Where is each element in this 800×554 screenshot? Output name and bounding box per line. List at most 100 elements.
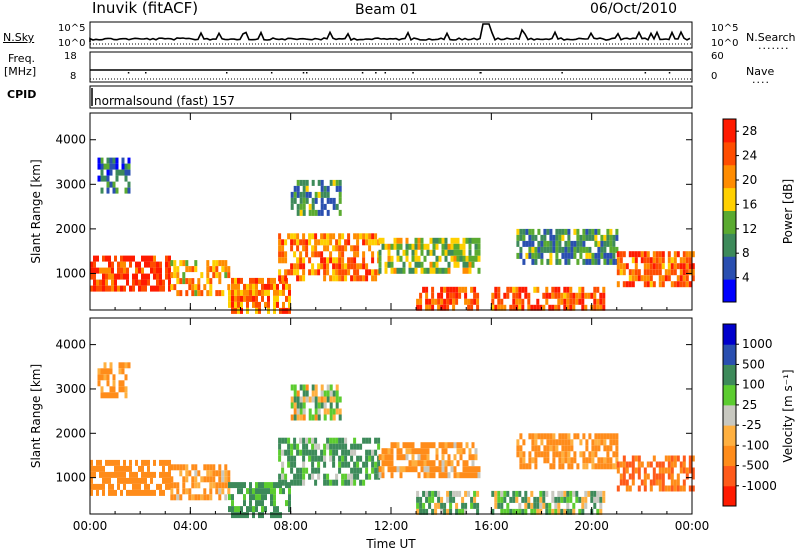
echo-cell xyxy=(153,261,156,268)
colorbar-tick-label: 20 xyxy=(742,173,757,187)
echo-cell xyxy=(290,233,294,240)
echo-cell xyxy=(576,234,580,241)
echo-cell xyxy=(296,390,300,397)
echo-cell xyxy=(432,472,436,479)
echo-cell xyxy=(105,285,108,292)
echo-cell xyxy=(111,261,114,268)
echo-cell xyxy=(441,460,445,467)
echo-cell xyxy=(141,255,144,262)
echo-cell xyxy=(311,209,315,216)
echo-cell xyxy=(597,258,601,265)
echo-cell xyxy=(231,506,234,513)
echo-cell xyxy=(153,471,156,478)
echo-cell xyxy=(473,490,477,497)
echo-cell xyxy=(290,263,294,270)
echo-cell xyxy=(206,266,210,273)
echo-cell xyxy=(124,187,128,194)
echo-cell xyxy=(252,512,255,519)
echo-cell xyxy=(506,502,510,509)
echo-cell xyxy=(188,266,192,273)
echo-cell xyxy=(599,298,603,305)
freq-outlier xyxy=(361,72,364,74)
echo-cell xyxy=(567,451,571,458)
echo-cell xyxy=(255,307,258,314)
echo-cell xyxy=(258,307,261,314)
echo-cell xyxy=(512,496,516,503)
echo-cell xyxy=(557,496,561,503)
echo-cell xyxy=(278,251,282,258)
echo-cell xyxy=(440,298,444,305)
echo-cell xyxy=(468,249,472,256)
echo-cell xyxy=(311,245,315,252)
echo-cell xyxy=(524,286,528,293)
echo-cell xyxy=(539,496,543,503)
echo-cell xyxy=(323,239,327,246)
echo-cell xyxy=(284,269,288,276)
echo-cell xyxy=(566,508,570,515)
echo-cell xyxy=(371,467,375,474)
echo-cell xyxy=(528,451,532,458)
echo-cell xyxy=(299,209,303,216)
echo-cell xyxy=(93,273,96,280)
echo-cell xyxy=(435,255,439,262)
echo-cell xyxy=(567,258,571,265)
echo-cell xyxy=(258,488,261,495)
echo-cell xyxy=(458,286,462,293)
echo-cell xyxy=(564,252,568,259)
nsearch-dots: ....... xyxy=(758,39,790,52)
echo-cell xyxy=(288,488,291,495)
echo-cell xyxy=(374,461,378,468)
colorbar-segment xyxy=(723,445,736,467)
echo-cell xyxy=(231,277,234,284)
echo-cell xyxy=(296,179,300,186)
echo-cell xyxy=(670,479,674,486)
echo-cell xyxy=(609,463,613,470)
echo-cell xyxy=(688,455,692,462)
echo-cell xyxy=(150,285,153,292)
echo-cell xyxy=(341,245,345,252)
echo-cell xyxy=(308,449,312,456)
echo-cell xyxy=(240,506,243,513)
echo-cell xyxy=(384,454,388,461)
echo-cell xyxy=(637,485,641,492)
echo-cell xyxy=(320,390,324,397)
echo-cell xyxy=(218,464,222,471)
echo-cell xyxy=(335,443,339,450)
echo-cell xyxy=(371,269,375,276)
echo-cell xyxy=(441,466,445,473)
echo-cell xyxy=(425,292,429,299)
echo-cell xyxy=(341,275,345,282)
echo-cell xyxy=(228,506,231,513)
echo-cell xyxy=(441,472,445,479)
echo-cell xyxy=(557,304,561,311)
echo-cell xyxy=(299,191,303,198)
echo-cell xyxy=(221,476,225,483)
echo-cell xyxy=(341,479,345,486)
echo-cell xyxy=(365,449,369,456)
echo-cell xyxy=(459,454,463,461)
echo-cell xyxy=(374,467,378,474)
echo-cell xyxy=(399,237,403,244)
echo-cell xyxy=(615,246,619,253)
echo-cell xyxy=(329,408,333,415)
echo-cell xyxy=(317,443,321,450)
echo-cell xyxy=(278,269,282,276)
echo-cell xyxy=(299,179,303,186)
echo-cell xyxy=(554,508,558,515)
echo-cell xyxy=(591,457,595,464)
echo-cell xyxy=(305,239,309,246)
echo-cell xyxy=(120,285,123,292)
echo-cell xyxy=(512,298,516,305)
echo-cell xyxy=(573,240,577,247)
echo-cell xyxy=(279,289,282,296)
echo-cell xyxy=(240,295,243,302)
echo-cell xyxy=(643,269,647,276)
echo-cell xyxy=(558,463,562,470)
echo-cell xyxy=(377,443,381,450)
echo-cell xyxy=(566,304,570,311)
echo-cell xyxy=(461,502,465,509)
echo-cell xyxy=(459,249,463,256)
echo-cell xyxy=(284,275,288,282)
echo-cell xyxy=(165,255,168,262)
echo-cell xyxy=(159,279,162,286)
